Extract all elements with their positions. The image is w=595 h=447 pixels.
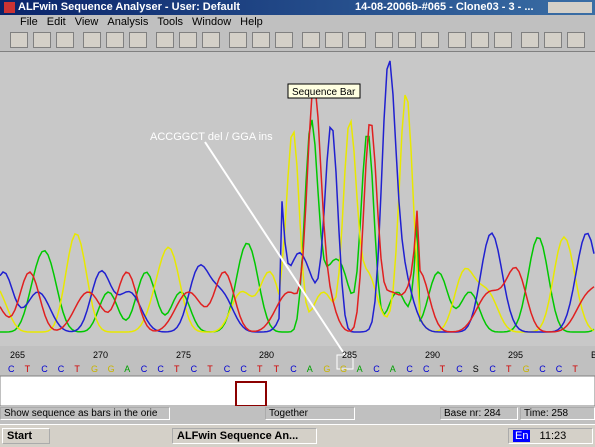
app-icon xyxy=(4,2,15,13)
base-call: A xyxy=(390,364,396,374)
toolbar-button[interactable] xyxy=(521,32,539,48)
base-call: C xyxy=(423,364,430,374)
toolbar-button[interactable] xyxy=(33,32,51,48)
window-title: ALFwin Sequence Analyser - User: Default xyxy=(18,1,240,13)
toolbar-button[interactable] xyxy=(398,32,416,48)
base-call: C xyxy=(240,364,247,374)
chromatogram: Sequence Bar ACCGGCT del / GGA ins 265 27… xyxy=(0,52,595,406)
toolbar-button[interactable] xyxy=(106,32,124,48)
window-controls[interactable] xyxy=(548,2,592,13)
menu-item[interactable]: File xyxy=(20,16,38,28)
toolbar-button[interactable] xyxy=(129,32,147,48)
base-call: C xyxy=(157,364,164,374)
ruler-label: Base xyxy=(591,350,595,360)
base-call: C xyxy=(556,364,563,374)
menu-item[interactable]: View xyxy=(75,16,99,28)
base-call: T xyxy=(506,364,512,374)
base-call: T xyxy=(74,364,80,374)
base-call: C xyxy=(539,364,546,374)
base-call: C xyxy=(8,364,15,374)
toolbar-button[interactable] xyxy=(10,32,28,48)
toolbar-button[interactable] xyxy=(156,32,174,48)
toolbar xyxy=(0,29,595,52)
task-button[interactable]: ALFwin Sequence An... xyxy=(172,428,317,444)
base-call: A xyxy=(124,364,130,374)
start-button[interactable]: Start xyxy=(2,428,50,444)
document-title: 14-08-2006b-#065 - Clone03 - 3 - ... xyxy=(355,1,534,13)
toolbar-button[interactable] xyxy=(471,32,489,48)
base-call: A xyxy=(357,364,363,374)
status-cell: Show sequence as bars in the orie xyxy=(0,407,170,420)
base-call: T xyxy=(257,364,263,374)
base-call: C xyxy=(191,364,198,374)
base-call: T xyxy=(440,364,446,374)
toolbar-button[interactable] xyxy=(494,32,512,48)
base-call: C xyxy=(290,364,297,374)
toolbar-button[interactable] xyxy=(252,32,270,48)
overview-bar[interactable] xyxy=(0,376,595,406)
toolbar-button[interactable] xyxy=(56,32,74,48)
toolbar-button[interactable] xyxy=(421,32,439,48)
title-bar: ALFwin Sequence Analyser - User: Default… xyxy=(0,0,595,15)
menu-item[interactable]: Window xyxy=(192,16,231,28)
base-call: C xyxy=(141,364,148,374)
menu-item[interactable]: Help xyxy=(240,16,263,28)
base-call: T xyxy=(174,364,180,374)
base-call: G xyxy=(523,364,530,374)
ruler-label: 275 xyxy=(176,350,191,360)
toolbar-button[interactable] xyxy=(448,32,466,48)
base-call: C xyxy=(373,364,380,374)
base-call: T xyxy=(572,364,578,374)
toolbar-button[interactable] xyxy=(544,32,562,48)
base-call: C xyxy=(224,364,231,374)
ruler-label: 270 xyxy=(93,350,108,360)
toolbar-button[interactable] xyxy=(202,32,220,48)
taskbar: Start ALFwin Sequence An... En 11:23 xyxy=(0,424,595,447)
base-call: C xyxy=(456,364,463,374)
base-call: G xyxy=(91,364,98,374)
toolbar-button[interactable] xyxy=(275,32,293,48)
toolbar-button[interactable] xyxy=(179,32,197,48)
ruler-label: 285 xyxy=(342,350,357,360)
toolbar-button[interactable] xyxy=(83,32,101,48)
clock: 11:23 xyxy=(540,430,567,442)
status-cell: Time: 258 xyxy=(520,407,595,420)
toolbar-button[interactable] xyxy=(348,32,366,48)
ruler-label: 295 xyxy=(508,350,523,360)
status-cell: Base nr: 284 xyxy=(440,407,518,420)
annotation: ACCGGCT del / GGA ins xyxy=(150,131,273,143)
ruler-label: 265 xyxy=(10,350,25,360)
menu-item[interactable]: Analysis xyxy=(107,16,148,28)
language[interactable]: En xyxy=(513,430,530,442)
base-call: C xyxy=(58,364,65,374)
screen: ALFwin Sequence Analyser - User: Default… xyxy=(0,0,595,446)
base-call: S xyxy=(473,364,479,374)
base-call: G xyxy=(340,364,347,374)
base-call: T xyxy=(274,364,280,374)
menu-item[interactable]: Edit xyxy=(47,16,66,28)
ruler-label: 290 xyxy=(425,350,440,360)
toolbar-button[interactable] xyxy=(375,32,393,48)
tray: En 11:23 xyxy=(508,428,593,444)
status-cell: Together xyxy=(265,407,355,420)
base-call: A xyxy=(307,364,313,374)
tooltip: Sequence Bar xyxy=(292,87,356,98)
toolbar-button[interactable] xyxy=(325,32,343,48)
base-call: T xyxy=(207,364,213,374)
toolbar-button[interactable] xyxy=(229,32,247,48)
toolbar-button[interactable] xyxy=(302,32,320,48)
base-call: G xyxy=(108,364,115,374)
menu-bar: File Edit View Analysis Tools Window Help xyxy=(0,15,595,29)
menu-item[interactable]: Tools xyxy=(157,16,183,28)
base-call: C xyxy=(41,364,48,374)
base-call: T xyxy=(25,364,31,374)
ruler-label: 280 xyxy=(259,350,274,360)
status-bar: Show sequence as bars in the orie Togethe… xyxy=(0,406,595,421)
base-call: C xyxy=(489,364,496,374)
base-call: G xyxy=(323,364,330,374)
toolbar-button[interactable] xyxy=(567,32,585,48)
base-call: C xyxy=(406,364,413,374)
